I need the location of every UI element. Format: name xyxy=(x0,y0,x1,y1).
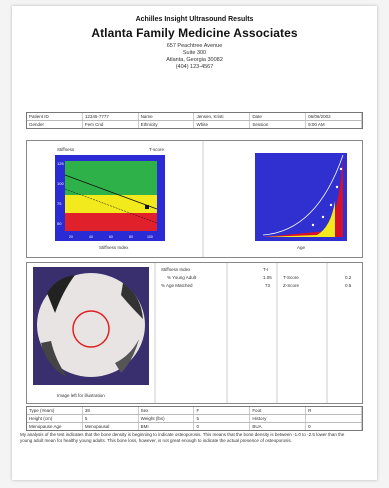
results-value-header: T-I xyxy=(263,267,269,272)
address-line: Suite 300 xyxy=(182,50,207,56)
age-curve xyxy=(262,154,344,236)
graph-caption-left: Stiffness Index xyxy=(99,245,129,250)
interpretation-text: My analysis of the test indicates that t… xyxy=(20,432,345,443)
x-tick: 60 xyxy=(109,235,113,239)
table-cell: 9:00 AM xyxy=(306,121,362,128)
normal-zone xyxy=(65,161,157,195)
address-line: 657 Peachtree Avenue xyxy=(166,43,223,49)
y-tick: 75 xyxy=(57,201,62,206)
report-sheet: Achilles Insight Ultrasound Results Atla… xyxy=(12,6,377,480)
table-cell: 0 xyxy=(194,423,251,430)
curve-point xyxy=(321,215,325,219)
table-cell: 06/06/2002 xyxy=(306,113,362,120)
axis-label-left: Stiffness xyxy=(57,147,75,152)
table-cell: Weight (lbs) xyxy=(139,415,195,422)
heel-shadow xyxy=(41,341,67,377)
table-row: Gender Fem Cnd Ethnicity White Session 9… xyxy=(27,121,362,128)
patient-info-table: Patient ID 12345-7777 Name Jensen, Krist… xyxy=(26,112,363,129)
table-cell: Foot xyxy=(250,407,307,414)
table-cell: Menopausal xyxy=(83,423,139,430)
table-cell: Jensen, Kristi xyxy=(194,113,251,120)
table-cell: History xyxy=(250,415,307,422)
table-cell: BUA xyxy=(250,423,307,430)
table-cell: Height (cm) xyxy=(27,415,83,422)
reference-line xyxy=(64,174,158,210)
result-value: 73 xyxy=(265,283,271,288)
table-cell: Date xyxy=(250,113,307,120)
results-title: Stiffness Index xyxy=(161,267,191,272)
table-cell: 38 xyxy=(83,407,139,414)
graph-caption-right: Age xyxy=(297,245,306,250)
osteoporosis-zone xyxy=(65,213,157,231)
table-row: Menopause Age Menopausal BMI 0 BUA 0 xyxy=(27,423,362,430)
osteopenia-zone xyxy=(65,195,157,213)
patient-marker xyxy=(145,205,149,209)
y-tick: 125 xyxy=(57,161,64,166)
result-value: 1.05 xyxy=(263,275,272,280)
x-tick: 80 xyxy=(129,235,133,239)
score-value: 0.2 xyxy=(345,275,352,280)
x-tick: 20 xyxy=(69,235,73,239)
graphs-svg: Stiffness T-score 125 100 75 50 20 40 60… xyxy=(55,141,347,257)
table-cell: Fem Cnd xyxy=(83,121,139,128)
table-cell: Gender xyxy=(27,121,83,128)
table-cell: Session xyxy=(250,121,307,128)
table-cell: 12345-7777 xyxy=(83,113,139,120)
table-row: Patient ID 12345-7777 Name Jensen, Krist… xyxy=(27,113,362,121)
score-label: T-Score xyxy=(283,275,299,280)
curve-point xyxy=(339,167,343,171)
table-cell: BMI xyxy=(139,423,195,430)
result-label: % Age Matched xyxy=(161,283,193,288)
y-tick: 50 xyxy=(57,221,62,226)
table-cell: Menopause Age xyxy=(27,423,83,430)
heel-scan xyxy=(37,273,145,377)
heel-shadow xyxy=(115,339,139,373)
curve-point xyxy=(311,223,315,227)
results-svg: Image left for illustration xyxy=(33,263,328,403)
results-panel: Image left for illustration Stiffness In… xyxy=(26,262,363,404)
table-cell: Ethnicity xyxy=(139,121,195,128)
result-label: % Young Adult xyxy=(167,275,197,280)
roi-circle xyxy=(72,310,110,348)
graphs-panel: Stiffness T-score 125 100 75 50 20 40 60… xyxy=(26,140,363,258)
heel-shadow xyxy=(47,275,75,313)
bottom-info-table: Type (Years) 38 Sex F Foot R Height (cm)… xyxy=(26,406,363,431)
x-tick: 40 xyxy=(89,235,93,239)
table-cell: R xyxy=(306,407,362,414)
heel-shadow xyxy=(121,283,143,319)
curve-point xyxy=(335,185,339,189)
table-cell: 5 xyxy=(194,415,251,422)
score-label: Z-Score xyxy=(283,283,300,288)
table-row: Type (Years) 38 Sex F Foot R xyxy=(27,407,362,415)
report-subtitle: Achilles Insight Ultrasound Results xyxy=(135,16,254,23)
practice-name: Atlanta Family Medicine Associates xyxy=(91,26,298,40)
curve-point xyxy=(329,203,333,207)
x-tick: 100 xyxy=(147,235,153,239)
y-tick: 100 xyxy=(57,181,64,186)
table-cell: 0 xyxy=(306,423,362,430)
table-cell: Patient ID xyxy=(27,113,83,120)
table-cell: Type (Years) xyxy=(27,407,83,414)
table-cell: Sex xyxy=(139,407,195,414)
table-cell: White xyxy=(194,121,251,128)
age-yellow-zone xyxy=(263,201,335,237)
score-value: 0.5 xyxy=(345,283,352,288)
table-cell: 5 xyxy=(83,415,139,422)
address-line: Atlanta, Georgia 30082 xyxy=(166,57,223,63)
heel-caption: Image left for illustration xyxy=(57,393,105,398)
table-cell xyxy=(306,415,362,422)
table-cell: Name xyxy=(139,113,195,120)
address-line: (404) 123-4567 xyxy=(175,64,214,70)
reference-line-lower xyxy=(64,188,158,224)
axis-label-right: T-score xyxy=(149,147,165,152)
table-row: Height (cm) 5 Weight (lbs) 5 History xyxy=(27,415,362,423)
table-cell: F xyxy=(194,407,251,414)
